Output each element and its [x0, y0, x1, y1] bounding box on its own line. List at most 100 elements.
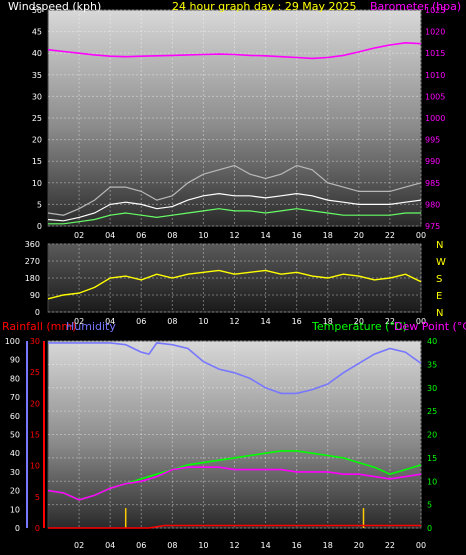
- series-humidity: [48, 342, 422, 395]
- wind-baro-xtick-06: 06: [136, 231, 146, 240]
- windspeed-tick-15: 15: [32, 157, 42, 166]
- temp-humidity-xtick-12: 12: [229, 541, 239, 550]
- humidity-tick-40: 40: [10, 449, 20, 458]
- humidity-axis-label: Humidity: [66, 320, 116, 333]
- windspeed-tick-10: 10: [32, 179, 42, 188]
- wind-baro-xtick-04: 04: [105, 231, 115, 240]
- direction-label-1: W: [436, 257, 446, 268]
- wind-direction-xtick-20: 20: [354, 317, 364, 326]
- series-gust: [47, 164, 422, 216]
- windspeed-tick-0: 0: [37, 222, 42, 231]
- humidity-tick-0: 0: [15, 524, 20, 533]
- temp-humidity-xtick-22: 22: [385, 541, 395, 550]
- humidity-tick-80: 80: [10, 374, 20, 383]
- baro-tick-1005: 1005: [425, 92, 445, 101]
- temp-tick-25: 25: [427, 407, 437, 416]
- direction-tick-90: 90: [30, 291, 40, 300]
- wind-direction-xtick-04: 04: [105, 317, 115, 326]
- wind-direction-xtick-16: 16: [292, 317, 302, 326]
- direction-label-0: N: [436, 240, 443, 251]
- temp-tick-40: 40: [427, 337, 437, 346]
- wind-baro-xtick-12: 12: [229, 231, 239, 240]
- humidity-tick-70: 70: [10, 393, 20, 402]
- wind-direction-xtick-08: 08: [167, 317, 177, 326]
- wind-direction-xtick-22: 22: [385, 317, 395, 326]
- wind-direction-xtick-12: 12: [229, 317, 239, 326]
- humidity-tick-10: 10: [10, 505, 20, 514]
- baro-tick-1015: 1015: [425, 49, 445, 58]
- wind-direction-xtick-02: 02: [74, 317, 84, 326]
- temp-humidity-xtick-02: 02: [74, 541, 84, 550]
- temp-humidity-xtick-10: 10: [198, 541, 208, 550]
- baro-tick-1000: 1000: [425, 114, 445, 123]
- baro-tick-1010: 1010: [425, 71, 445, 80]
- humidity-tick-30: 30: [10, 468, 20, 477]
- direction-tick-0: 0: [35, 308, 40, 317]
- temp-humidity-xtick-18: 18: [323, 541, 333, 550]
- wind-baro-xtick-00: 00: [416, 231, 426, 240]
- temp-humidity-xtick-06: 06: [136, 541, 146, 550]
- wind-baro-xtick-22: 22: [385, 231, 395, 240]
- temp-humidity-xtick-08: 08: [167, 541, 177, 550]
- humidity-tick-100: 100: [5, 337, 20, 346]
- graph-title: 24 hour graph day : 29 May 2025: [172, 0, 357, 13]
- direction-label-3: E: [436, 291, 442, 302]
- wind-baro-plot-area: [47, 9, 422, 227]
- temp-tick-35: 35: [427, 360, 437, 369]
- series-wind: [47, 192, 422, 222]
- temp-humidity-xtick-16: 16: [292, 541, 302, 550]
- baro-tick-990: 990: [425, 157, 440, 166]
- temp-humidity-chart: 0102030405060708090100051015202530051015…: [5, 337, 437, 550]
- wind-direction-xtick-06: 06: [136, 317, 146, 326]
- rain-tick-30: 30: [30, 337, 40, 346]
- windspeed-tick-25: 25: [32, 114, 42, 123]
- wind-direction-xtick-10: 10: [198, 317, 208, 326]
- direction-tick-360: 360: [25, 240, 40, 249]
- rain-tick-5: 5: [35, 493, 40, 502]
- windspeed-axis-label: Windspeed (kph): [8, 0, 101, 13]
- temperature-axis-label: Temperature (°C): [311, 320, 407, 333]
- windspeed-tick-30: 30: [32, 92, 42, 101]
- temp-tick-10: 10: [427, 477, 437, 486]
- humidity-tick-20: 20: [10, 487, 20, 496]
- wind-baro-xtick-18: 18: [323, 231, 333, 240]
- rain-tick-15: 15: [30, 431, 40, 440]
- series-dew: [47, 466, 422, 501]
- direction-label-2: S: [436, 274, 442, 285]
- series-dir: [47, 269, 422, 300]
- wind-baro-xtick-16: 16: [292, 231, 302, 240]
- wind-baro-xtick-20: 20: [354, 231, 364, 240]
- baro-tick-995: 995: [425, 136, 440, 145]
- wind-direction-xtick-18: 18: [323, 317, 333, 326]
- windspeed-tick-35: 35: [32, 71, 42, 80]
- rain-tick-20: 20: [30, 399, 40, 408]
- rain-tick-25: 25: [30, 368, 40, 377]
- barometer-axis-label: Barometer (hpa): [370, 0, 461, 13]
- temp-humidity-xtick-00: 00: [416, 541, 426, 550]
- wind-baro-chart: 0510152025303540455097598098599099510001…: [32, 6, 446, 240]
- wind-baro-xtick-14: 14: [260, 231, 270, 240]
- rain-tick-0: 0: [35, 524, 40, 533]
- direction-label-4: N: [436, 308, 443, 319]
- temp-tick-30: 30: [427, 384, 437, 393]
- humidity-tick-60: 60: [10, 412, 20, 421]
- humidity-tick-50: 50: [10, 431, 20, 440]
- wind-direction-xtick-14: 14: [260, 317, 270, 326]
- direction-tick-180: 180: [25, 274, 40, 283]
- humidity-tick-90: 90: [10, 356, 20, 365]
- temp-tick-20: 20: [427, 431, 437, 440]
- baro-tick-1025: 1025: [425, 6, 445, 15]
- wind-baro-xtick-02: 02: [74, 231, 84, 240]
- windspeed-tick-45: 45: [32, 28, 42, 37]
- rainfall-axis-label: Rainfall (mm): [2, 320, 76, 333]
- temp-tick-15: 15: [427, 454, 437, 463]
- temp-humidity-xtick-04: 04: [105, 541, 115, 550]
- rain-tick-10: 10: [30, 462, 40, 471]
- wind-direction-xtick-00: 00: [416, 317, 426, 326]
- wind-baro-xtick-10: 10: [198, 231, 208, 240]
- windspeed-tick-40: 40: [32, 49, 42, 58]
- temp-humidity-xtick-14: 14: [260, 541, 270, 550]
- windspeed-tick-5: 5: [37, 200, 42, 209]
